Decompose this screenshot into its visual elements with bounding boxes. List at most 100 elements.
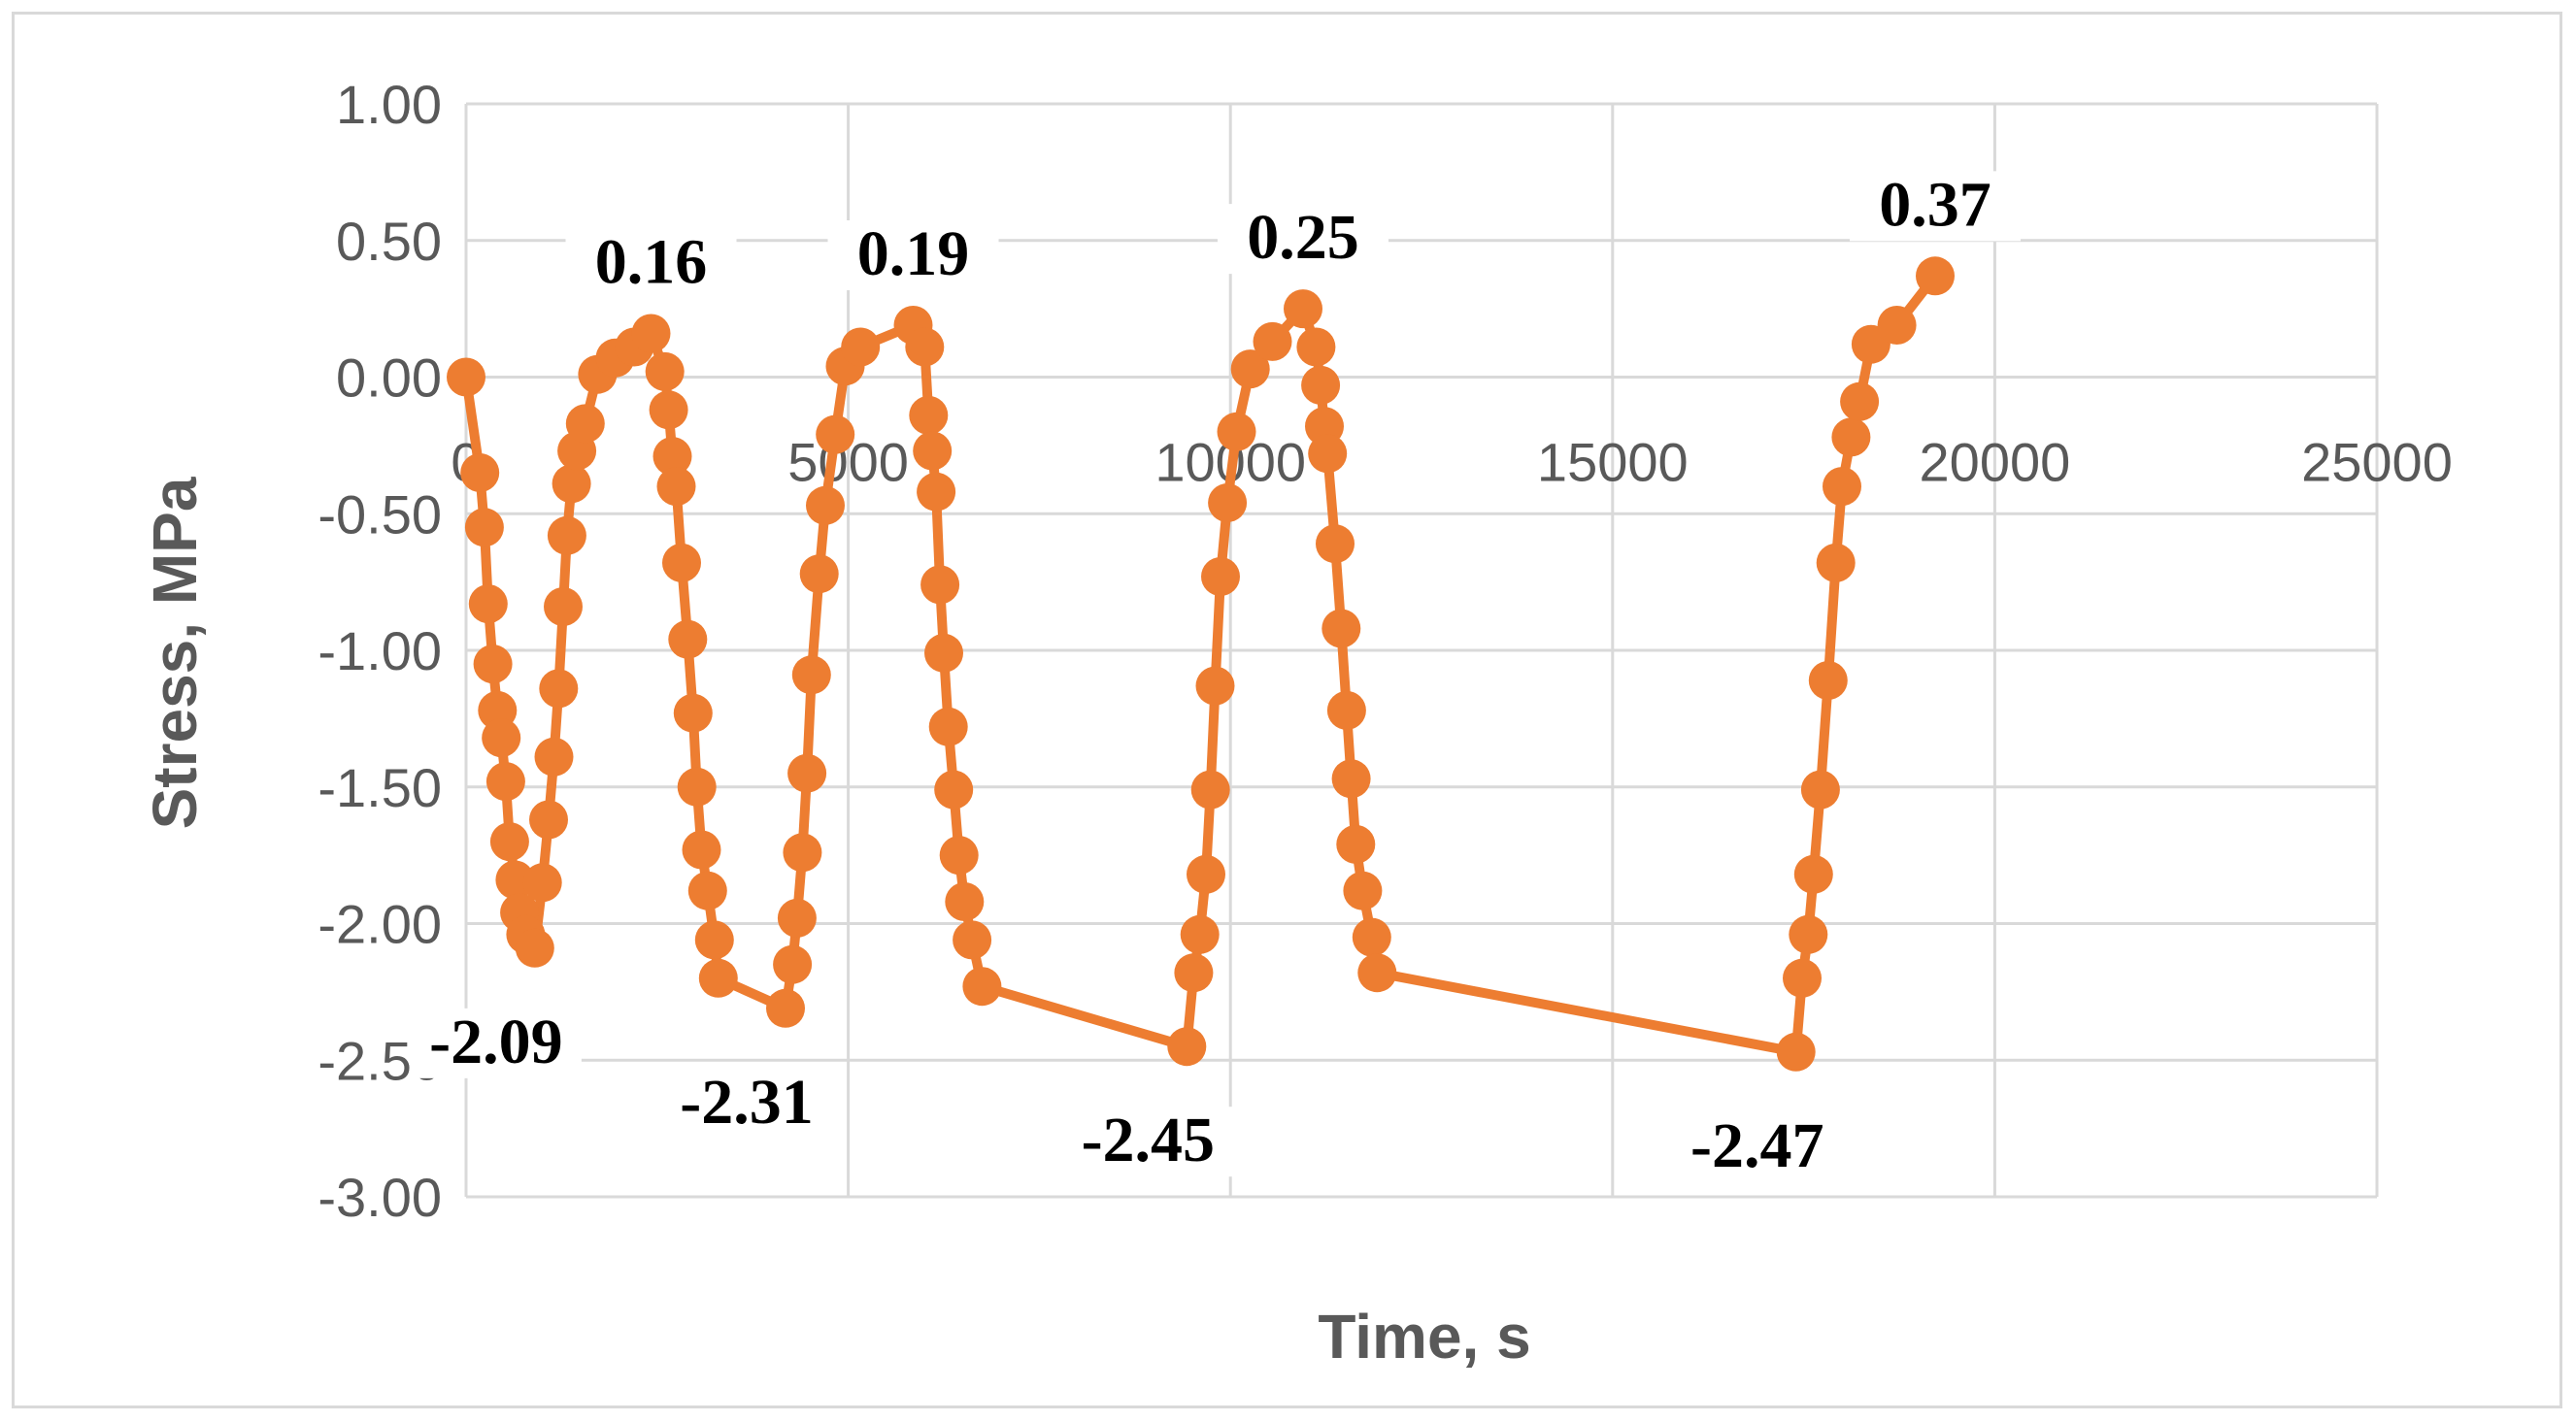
data-label: 0.25	[1247, 202, 1359, 273]
data-point	[1187, 854, 1225, 894]
data-point	[1776, 1032, 1816, 1072]
data-point	[1167, 1027, 1207, 1067]
data-point	[1783, 958, 1822, 998]
data-point	[953, 920, 992, 960]
data-point	[1823, 467, 1861, 507]
data-point	[913, 431, 953, 471]
data-point	[1308, 434, 1348, 474]
data-point	[1793, 854, 1833, 894]
data-point	[962, 967, 1002, 1007]
data-point	[1180, 914, 1220, 954]
data-point	[662, 543, 701, 582]
data-point	[473, 645, 513, 684]
data-point	[656, 467, 696, 507]
data-point	[1331, 759, 1371, 799]
data-point	[1208, 483, 1248, 522]
data-label-background	[410, 1008, 582, 1078]
data-point	[799, 554, 839, 594]
data-point	[682, 830, 721, 870]
data-point	[515, 928, 554, 968]
data-point	[1296, 327, 1336, 367]
data-point	[460, 453, 500, 492]
data-point	[1217, 412, 1256, 451]
data-point	[447, 357, 485, 397]
data-point	[552, 464, 591, 504]
data-point	[485, 762, 525, 802]
y-tick-label: -2.00	[318, 894, 442, 955]
data-point	[698, 958, 738, 998]
x-tick-label: 20000	[1920, 432, 2071, 493]
data-point	[1343, 871, 1383, 910]
y-tick-label: 0.50	[336, 211, 442, 272]
y-axis-ticks: 1.000.500.00-0.50-1.00-1.50-2.00-2.50-3.…	[318, 74, 442, 1228]
data-point	[841, 327, 881, 367]
data-point	[1800, 770, 1840, 810]
y-axis-title: Stress, MPa	[140, 477, 210, 829]
y-tick-label: -0.50	[318, 483, 442, 545]
data-point	[1195, 666, 1235, 706]
data-point	[1840, 381, 1880, 421]
y-tick-label: -3.00	[318, 1167, 442, 1228]
data-point	[783, 833, 822, 873]
data-point	[677, 767, 717, 807]
data-point	[1816, 543, 1856, 582]
data-point	[1877, 306, 1917, 345]
data-label-background	[1671, 1111, 1843, 1182]
data-point	[1201, 557, 1240, 596]
data-point	[1321, 609, 1361, 648]
data-point	[1808, 661, 1848, 700]
data-point	[489, 822, 529, 862]
data-point	[652, 437, 692, 477]
data-point	[920, 565, 960, 605]
data-point	[945, 882, 985, 921]
y-tick-label: -1.00	[318, 620, 442, 681]
y-tick-label: -1.50	[318, 757, 442, 818]
data-point	[909, 395, 949, 435]
data-point	[777, 898, 817, 938]
data-point	[917, 472, 956, 512]
data-label-background	[827, 220, 999, 291]
stress-series	[447, 256, 1955, 1072]
data-point	[1831, 417, 1871, 457]
data-point	[1230, 349, 1270, 389]
data-point	[905, 327, 945, 367]
data-label: 0.19	[857, 218, 970, 289]
x-axis-title: Time, s	[1318, 1302, 1530, 1372]
data-label: 0.16	[595, 226, 708, 297]
data-point	[539, 669, 579, 709]
data-point	[1253, 321, 1292, 361]
data-point	[806, 485, 845, 525]
data-point	[1789, 914, 1828, 954]
data-point	[468, 584, 508, 624]
gridlines	[464, 102, 2379, 1199]
data-point	[928, 707, 968, 746]
data-label: -2.09	[429, 1007, 562, 1077]
data-point	[547, 515, 586, 555]
data-label-background	[661, 1068, 833, 1139]
data-labels: 0.16 0.19 0.25 0.37 -2.09 -2.31 -2.45 -2.47	[410, 169, 2021, 1182]
data-point	[694, 920, 734, 960]
data-point	[939, 836, 979, 876]
data-point	[1301, 365, 1341, 405]
data-point	[1174, 953, 1214, 993]
data-point	[529, 800, 568, 840]
data-point	[766, 988, 805, 1028]
data-point	[816, 414, 855, 454]
data-point	[1352, 917, 1391, 957]
data-label-background	[1217, 204, 1388, 275]
data-label-background	[565, 228, 737, 299]
data-point	[534, 737, 574, 777]
data-point	[464, 508, 504, 547]
data-label: 0.37	[1879, 169, 1991, 240]
data-point	[631, 314, 671, 353]
data-label-background	[1849, 171, 2021, 242]
data-label: -2.47	[1690, 1110, 1823, 1181]
y-tick-label: 0.00	[336, 347, 442, 409]
data-label: -2.45	[1082, 1105, 1215, 1175]
data-point	[773, 944, 813, 984]
data-point	[673, 693, 713, 733]
data-point	[1284, 289, 1322, 329]
data-point	[565, 404, 605, 444]
